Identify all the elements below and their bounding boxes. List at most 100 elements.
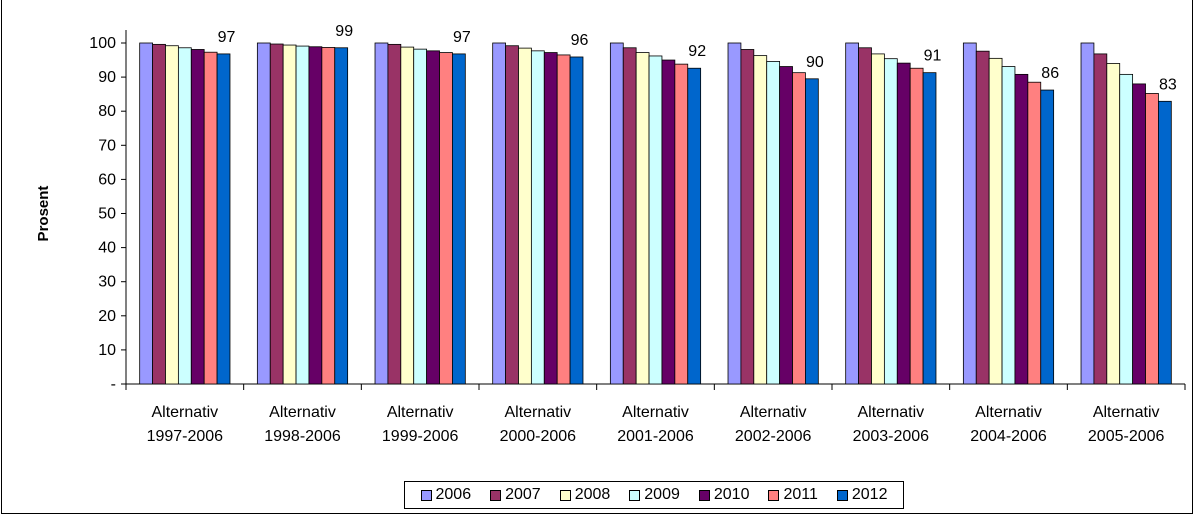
bar [975, 50, 990, 385]
bar [556, 54, 571, 385]
bar [609, 42, 624, 385]
y-tick-label: 100 [89, 35, 116, 52]
bar [727, 42, 742, 385]
x-tick-label: Alternativ [622, 404, 689, 421]
legend-swatch [629, 489, 641, 501]
legend-item: 2009 [629, 486, 680, 504]
data-label: 90 [806, 54, 824, 71]
x-tick-label: Alternativ [740, 404, 807, 421]
bar [740, 49, 755, 385]
legend-item: 2010 [698, 486, 749, 504]
legend-swatch [420, 489, 432, 501]
y-tick-label: 80 [98, 103, 116, 120]
bar [674, 63, 689, 385]
x-tick-label: 2004-2006 [970, 428, 1047, 445]
data-label: 96 [571, 32, 589, 49]
bar [648, 55, 663, 385]
bar [792, 72, 806, 385]
legend-item: 2012 [836, 486, 888, 504]
legend-item: 2011 [768, 486, 818, 504]
x-tick-label: 1998-2006 [264, 428, 341, 445]
bar [883, 58, 898, 385]
data-label: 86 [1041, 65, 1059, 82]
x-tick-label: Alternativ [504, 404, 571, 421]
y-axis-label: Prosent [35, 186, 52, 242]
legend-label: 2007 [505, 486, 541, 503]
x-tick-label: Alternativ [269, 404, 336, 421]
bar [779, 66, 793, 385]
bar [871, 53, 885, 385]
bar [1014, 73, 1029, 385]
bar [569, 56, 584, 385]
bar [295, 45, 310, 385]
y-tick-label: 50 [98, 206, 116, 223]
y-tick-label: - [111, 376, 116, 393]
bar [321, 47, 336, 385]
bar [766, 61, 781, 385]
x-tick-label: 1997-2006 [147, 428, 224, 445]
bar [177, 47, 192, 385]
bar [753, 55, 768, 385]
bar [308, 46, 323, 385]
legend-swatch [836, 489, 848, 501]
legend-item: 2006 [420, 486, 472, 504]
data-label: 92 [688, 43, 706, 60]
bar [1132, 83, 1146, 385]
bar [152, 43, 166, 385]
y-tick-label: 30 [98, 274, 116, 291]
bar [922, 72, 937, 385]
bar [858, 47, 872, 385]
bar [426, 50, 440, 385]
bar [1119, 73, 1134, 385]
bar [492, 42, 506, 385]
bar [543, 52, 558, 385]
bar [635, 52, 650, 385]
bar [165, 45, 179, 385]
legend-label: 2009 [644, 486, 680, 503]
bar [256, 42, 271, 385]
bar [139, 42, 153, 385]
x-tick-label: 2001-2006 [617, 428, 694, 445]
bar [530, 50, 545, 385]
bar [505, 45, 519, 385]
bar [269, 43, 284, 385]
bar [661, 59, 676, 385]
data-label: 97 [218, 29, 236, 46]
bar [1093, 53, 1108, 385]
x-tick-label: 1999-2006 [382, 428, 459, 445]
x-tick-label: 2002-2006 [735, 428, 812, 445]
legend-label: 2011 [783, 486, 818, 503]
y-tick-label: 10 [98, 342, 116, 359]
legend-label: 2012 [851, 486, 888, 503]
data-label: 99 [335, 23, 353, 40]
x-tick-label: 2003-2006 [853, 428, 930, 445]
bar [190, 49, 205, 385]
bar [845, 42, 859, 385]
x-tick-label: Alternativ [975, 404, 1042, 421]
legend-swatch [698, 489, 710, 501]
legend-swatch [490, 489, 502, 501]
bar [805, 78, 819, 385]
bar [1106, 63, 1121, 385]
bar [387, 43, 402, 385]
legend-label: 2006 [435, 486, 472, 503]
data-label: 91 [924, 48, 942, 65]
bar [452, 53, 466, 385]
bar [896, 62, 911, 385]
legend-item: 2007 [490, 486, 541, 504]
legend-swatch [559, 489, 571, 501]
bar [1040, 89, 1055, 385]
legend-item: 2008 [559, 486, 611, 504]
bar [1001, 66, 1016, 385]
bar [439, 52, 453, 385]
y-tick-label: 20 [98, 308, 116, 325]
bar [203, 51, 218, 385]
bar [909, 67, 924, 385]
bar [1027, 81, 1042, 385]
x-tick-label: Alternativ [387, 404, 454, 421]
legend-label: 2008 [574, 486, 611, 503]
bar [1145, 93, 1159, 385]
data-label: 97 [453, 29, 471, 46]
bar [1158, 100, 1172, 385]
